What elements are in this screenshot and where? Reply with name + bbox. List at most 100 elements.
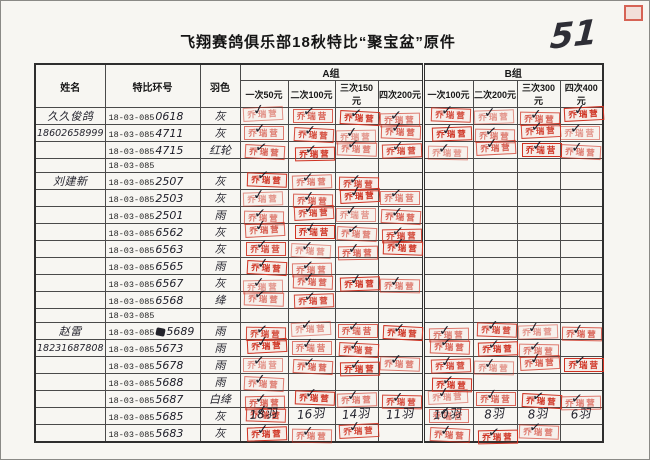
ring-cell: 18-03-0852501 <box>104 206 201 224</box>
feather-color-cell: 雨 <box>199 322 241 340</box>
approval-stamp: 乔瑞营 ✓ <box>429 334 470 355</box>
name-cell: 久久俊鸽 <box>34 107 106 125</box>
check-mark-icon: ✓ <box>388 185 403 203</box>
stamp-cell <box>559 291 604 309</box>
handwritten-color: 灰 <box>214 410 226 423</box>
ring-prefix-printed: 18-03-085 <box>108 228 155 239</box>
ring-suffix-handwritten: 5689 <box>166 324 195 338</box>
approval-stamp: 乔瑞营 ✓ <box>473 355 515 376</box>
approval-stamp: 乔瑞营 ✓ <box>335 203 376 222</box>
stamp-cell: 乔瑞营 ✓ <box>516 319 561 340</box>
stamp-cell <box>559 424 604 443</box>
red-seal-text: 乔瑞营 <box>291 341 332 355</box>
name-cell <box>34 356 106 374</box>
ring-suffix-handwritten: 5687 <box>155 392 184 406</box>
check-mark-icon: ✓ <box>347 240 360 258</box>
check-mark-icon: ✓ <box>300 317 313 334</box>
check-mark-icon: ✓ <box>440 121 455 140</box>
handwritten-name: 赵雷 <box>58 325 82 338</box>
ring-prefix-printed: 18-03-085 <box>108 378 155 389</box>
check-mark-icon: ✓ <box>300 335 315 353</box>
ring-cell: 18-03-0852507 <box>104 172 201 190</box>
stamp-cell: 乔瑞营 ✓ <box>239 139 289 161</box>
check-mark-icon: ✓ <box>252 352 266 370</box>
approval-stamp: 乔瑞营 ✓ <box>243 286 285 307</box>
approval-stamp: 乔瑞营 ✓ <box>339 357 380 377</box>
stamp-cell <box>421 240 474 258</box>
feather-color-cell: 灰 <box>199 274 241 292</box>
check-mark-icon: ✓ <box>302 269 315 286</box>
approval-stamp: 乔瑞营 ✓ <box>242 101 284 122</box>
ring-prefix-printed: 18-03-085 <box>108 429 155 440</box>
approval-stamp: 乔瑞营 ✓ <box>381 139 423 159</box>
ring-prefix-printed: 18-03-085 <box>108 279 155 290</box>
approval-stamp: 乔瑞营 ✓ <box>429 422 470 444</box>
tally-b2: 8羽 <box>483 406 505 422</box>
table-row: 18-03-0855683 灰乔瑞营 ✓ 乔瑞营 ✓ 乔瑞营 ✓ 乔瑞营 ✓ 乔瑞营 ✓ 乔瑞营 ✓ <box>34 419 604 445</box>
name-cell <box>34 373 106 391</box>
col-header-b4: 四次400元 <box>559 80 604 108</box>
feather-color-cell: 灰 <box>199 124 241 142</box>
stamp-cell <box>377 158 424 173</box>
stamp-cell <box>559 373 604 391</box>
check-mark-icon: ✓ <box>487 424 501 442</box>
handwritten-color: 灰 <box>214 127 226 140</box>
ring-suffix-handwritten: 4711 <box>155 126 184 140</box>
handwritten-color: 白绛 <box>209 393 231 406</box>
approval-stamp: 乔瑞营 ✓ <box>246 334 288 354</box>
approval-stamp: 乔瑞营 ✓ <box>473 105 515 125</box>
ring-cell: 18-03-0854711 <box>104 124 201 142</box>
stamp-cell <box>334 158 379 173</box>
check-mark-icon: ✓ <box>390 119 404 137</box>
approval-stamp: 乔瑞营 ✓ <box>431 121 472 142</box>
stamp-cell <box>516 274 561 292</box>
approval-stamp: 乔瑞营 ✓ <box>291 170 332 190</box>
check-mark-icon: ✓ <box>438 334 453 352</box>
check-mark-icon: ✓ <box>483 104 496 122</box>
name-cell: 18231687808 <box>34 339 106 357</box>
col-header-b3: 三次300元 <box>516 80 561 108</box>
approval-stamp: 乔瑞营 ✓ <box>562 321 603 342</box>
col-header-b2: 二次200元 <box>472 80 518 108</box>
ring-cell: 18-03-0856567 <box>104 274 201 292</box>
approval-stamp: 乔瑞营 ✓ <box>294 219 335 239</box>
ring-cell: 18-03-0856562 <box>104 223 201 241</box>
handwritten-color: 灰 <box>214 427 226 440</box>
approval-stamp: 乔瑞营 ✓ <box>246 422 288 442</box>
approval-stamp: 乔瑞营 ✓ <box>518 419 559 440</box>
feather-color-cell: 绛 <box>199 291 241 309</box>
name-cell <box>34 141 106 159</box>
approval-stamp: 乔瑞营 ✓ <box>291 424 332 444</box>
stamp-cell: 乔瑞营 ✓ <box>421 121 474 142</box>
table-row: 18-03-0855687 白绛 乔瑞营 ✓ 乔瑞营 ✓ 乔瑞营 ✓ 乔瑞营 ✓ 乔瑞营 ✓ 乔瑞营 ✓ 乔… <box>34 384 604 411</box>
stamp-cell <box>421 308 474 323</box>
feather-color-cell <box>199 308 241 323</box>
feather-color-cell: 红轮 <box>199 141 241 159</box>
approval-stamp: 乔瑞营 ✓ <box>476 318 518 338</box>
stamp-cell <box>559 223 604 241</box>
approval-stamp: 乔瑞营 ✓ <box>243 353 283 372</box>
red-seal-text: 乔瑞营 <box>428 409 469 423</box>
stamp-cell: 乔瑞营 ✓ <box>334 419 379 443</box>
approval-stamp: 乔瑞营 ✓ <box>336 136 377 157</box>
ring-prefix-printed: 18-03-085 <box>108 344 155 355</box>
stamp-cell <box>334 291 379 309</box>
ring-prefix-printed: 18-03-085 <box>108 296 155 307</box>
ring-suffix-handwritten: 2501 <box>155 208 184 222</box>
stamp-cell: 乔瑞营 ✓ <box>559 321 604 342</box>
approval-stamp: 乔瑞营 ✓ <box>339 183 380 204</box>
stamp-cell <box>516 240 561 258</box>
stamp-cell: 乔瑞营 ✓ <box>377 139 424 159</box>
table-row: 久久俊鸽 18-03-0850618 灰乔瑞营 ✓ 乔瑞营 ✓ 乔瑞营 ✓ 乔瑞营 ✓ 乔瑞营 ✓ 乔瑞… <box>34 101 605 128</box>
table-row: 18-03-0855688 雨乔瑞营 ✓ 乔瑞营 ✓ <box>34 372 604 393</box>
stamp-cell: 乔瑞营 ✓ <box>334 272 380 292</box>
ring-suffix-handwritten: 6565 <box>155 259 184 273</box>
ring-suffix-handwritten: 5685 <box>155 409 184 423</box>
check-mark-icon: ✓ <box>437 140 450 158</box>
tally-b4: 6羽 <box>570 406 591 422</box>
stamp-cell <box>472 158 518 173</box>
stamp-cell: 乔瑞营 ✓ <box>377 205 424 226</box>
approval-stamp: 乔瑞营 ✓ <box>243 372 285 393</box>
approval-stamp: 乔瑞营 ✓ <box>242 187 284 207</box>
stamp-cell <box>559 240 604 258</box>
